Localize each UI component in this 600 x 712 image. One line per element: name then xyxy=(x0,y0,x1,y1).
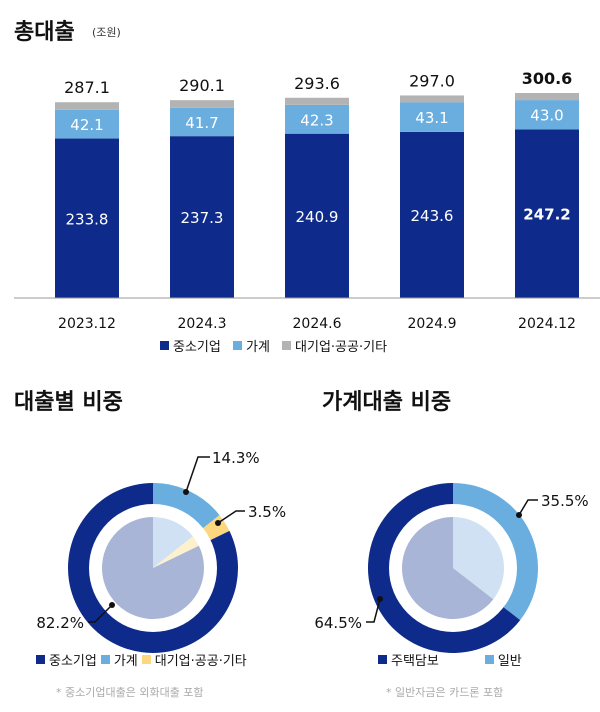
bar-legend: 중소기업 가계 대기업·공공·기타 xyxy=(160,336,387,355)
sme-label: 237.3 xyxy=(181,209,224,227)
legend-swatch-sme xyxy=(160,341,169,350)
inner-pie-slice xyxy=(153,517,193,568)
percent-label: 35.5% xyxy=(541,492,589,510)
bar-household xyxy=(515,100,579,130)
legend-swatch-other xyxy=(141,655,151,664)
percent-label: 64.5% xyxy=(314,614,362,632)
total-label: 297.0 xyxy=(409,71,455,90)
household-label: 43.1 xyxy=(415,109,448,127)
legend-label: 주택담보 xyxy=(391,654,439,669)
household-label: 42.1 xyxy=(70,116,103,134)
legend-swatch-mortgage xyxy=(378,655,387,664)
total-label: 293.6 xyxy=(294,74,340,93)
leader-line xyxy=(88,604,113,623)
pie1-legend: 중소기업 가계 대기업·공공·기타 xyxy=(36,650,247,669)
x-tick-label: 2024.12 xyxy=(518,316,576,332)
inner-pie-slice xyxy=(453,517,504,600)
bar-sme xyxy=(515,129,579,298)
bar-sme xyxy=(170,136,234,298)
leader-line xyxy=(185,456,210,493)
bar-other xyxy=(170,100,234,108)
legend-label: 대기업·공공·기타 xyxy=(295,340,388,355)
unit-label: (조원) xyxy=(92,26,121,39)
legend-swatch-sme xyxy=(36,655,45,664)
bar-other xyxy=(55,102,119,110)
pie2-title: 가계대출 비중 xyxy=(322,390,452,415)
legend-label: 중소기업 xyxy=(173,340,221,355)
percent-label: 82.2% xyxy=(36,614,84,632)
inner-pie-slice xyxy=(153,536,199,568)
legend-label: 가계 xyxy=(245,340,270,355)
pie1-note: * 중소기업대출은 외화대출 포함 xyxy=(56,686,204,699)
x-tick-label: 2023.12 xyxy=(58,316,116,332)
household-label: 42.3 xyxy=(300,111,333,129)
percent-label: 3.5% xyxy=(248,503,286,521)
bar-household xyxy=(170,107,234,137)
bar-household xyxy=(285,104,349,134)
household-label: 43.0 xyxy=(530,107,563,125)
pie1-title: 대출별 비중 xyxy=(14,390,123,415)
bar-other xyxy=(515,92,579,101)
legend-swatch-general xyxy=(484,655,494,664)
legend-label: 중소기업 xyxy=(49,654,97,669)
inner-pie-slice xyxy=(102,517,205,620)
bar-household xyxy=(400,102,464,132)
leader-line xyxy=(366,598,381,623)
sme-label: 243.6 xyxy=(411,207,454,225)
bar-other xyxy=(285,97,349,105)
household-label: 41.7 xyxy=(185,114,218,132)
bar-chart-title: 총대출 xyxy=(14,20,75,45)
x-tick-label: 2024.6 xyxy=(293,316,342,332)
total-label: 287.1 xyxy=(64,78,110,97)
bar-other xyxy=(400,95,464,103)
percent-label: 14.3% xyxy=(212,449,260,467)
sme-label: 247.2 xyxy=(523,206,570,224)
leader-line xyxy=(518,499,538,516)
legend-swatch-household xyxy=(100,655,110,664)
legend-swatch-household xyxy=(232,341,242,350)
x-tick-label: 2024.9 xyxy=(408,316,457,332)
legend-label: 일반 xyxy=(497,654,522,669)
bar-sme xyxy=(400,131,464,298)
leader-line xyxy=(217,510,245,524)
bar-sme xyxy=(55,138,119,298)
x-tick-label: 2024.3 xyxy=(178,316,227,332)
legend-swatch-other xyxy=(282,341,292,350)
pie2-legend: 주택담보 일반 xyxy=(378,650,522,669)
legend-label: 가계 xyxy=(113,654,138,669)
bar-sme xyxy=(285,133,349,298)
sme-label: 240.9 xyxy=(296,208,339,226)
pie2-note: * 일반자금은 카드론 포함 xyxy=(386,686,504,699)
inner-pie-slice xyxy=(402,517,494,620)
total-label: 290.1 xyxy=(179,76,225,95)
legend-label: 대기업·공공·기타 xyxy=(154,654,247,669)
total-label: 300.6 xyxy=(522,69,573,88)
bar-household xyxy=(55,109,119,139)
sme-label: 233.8 xyxy=(66,210,109,228)
